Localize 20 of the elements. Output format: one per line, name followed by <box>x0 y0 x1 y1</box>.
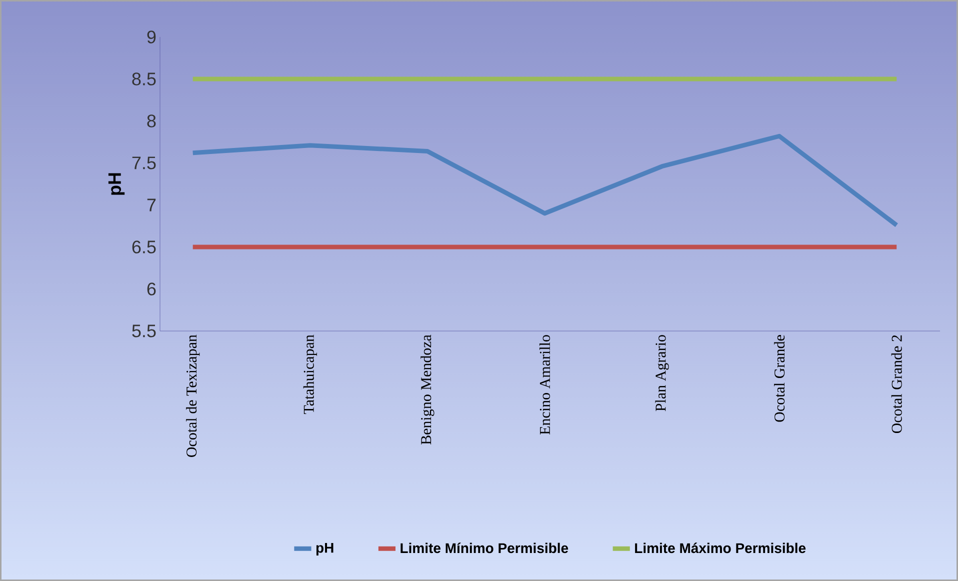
legend-label: Limite Mínimo Permisible <box>400 542 568 554</box>
legend-label: pH <box>316 543 334 556</box>
x-tick-label: Encino Amarillo <box>539 335 550 434</box>
legend-label: Limite Máximo Permisible <box>635 542 806 554</box>
y-tick-label: 9 <box>147 30 156 44</box>
x-tick-label: Benigno Mendoza <box>420 334 434 444</box>
y-tick-label: 8.5 <box>132 72 156 86</box>
x-tick-label: Ocotal Grande 2 <box>891 335 902 434</box>
y-axis-title: pH <box>108 173 125 195</box>
y-tick-label: 5.5 <box>132 324 156 338</box>
x-tick-label: Tatahuicapan <box>303 334 317 414</box>
y-tick-label: 7.5 <box>132 156 156 170</box>
line-series <box>190 134 899 228</box>
x-tick-label: Ocotal de Texizapan <box>186 334 200 457</box>
x-tick-label: Ocotal Grande <box>774 335 785 422</box>
y-tick-label: 6.5 <box>132 240 156 254</box>
y-tick-label: 8 <box>147 114 156 128</box>
y-tick-label: 7 <box>147 198 156 212</box>
y-tick-label: 6 <box>147 282 156 296</box>
x-tick-label: Plan Agrario <box>655 335 669 412</box>
